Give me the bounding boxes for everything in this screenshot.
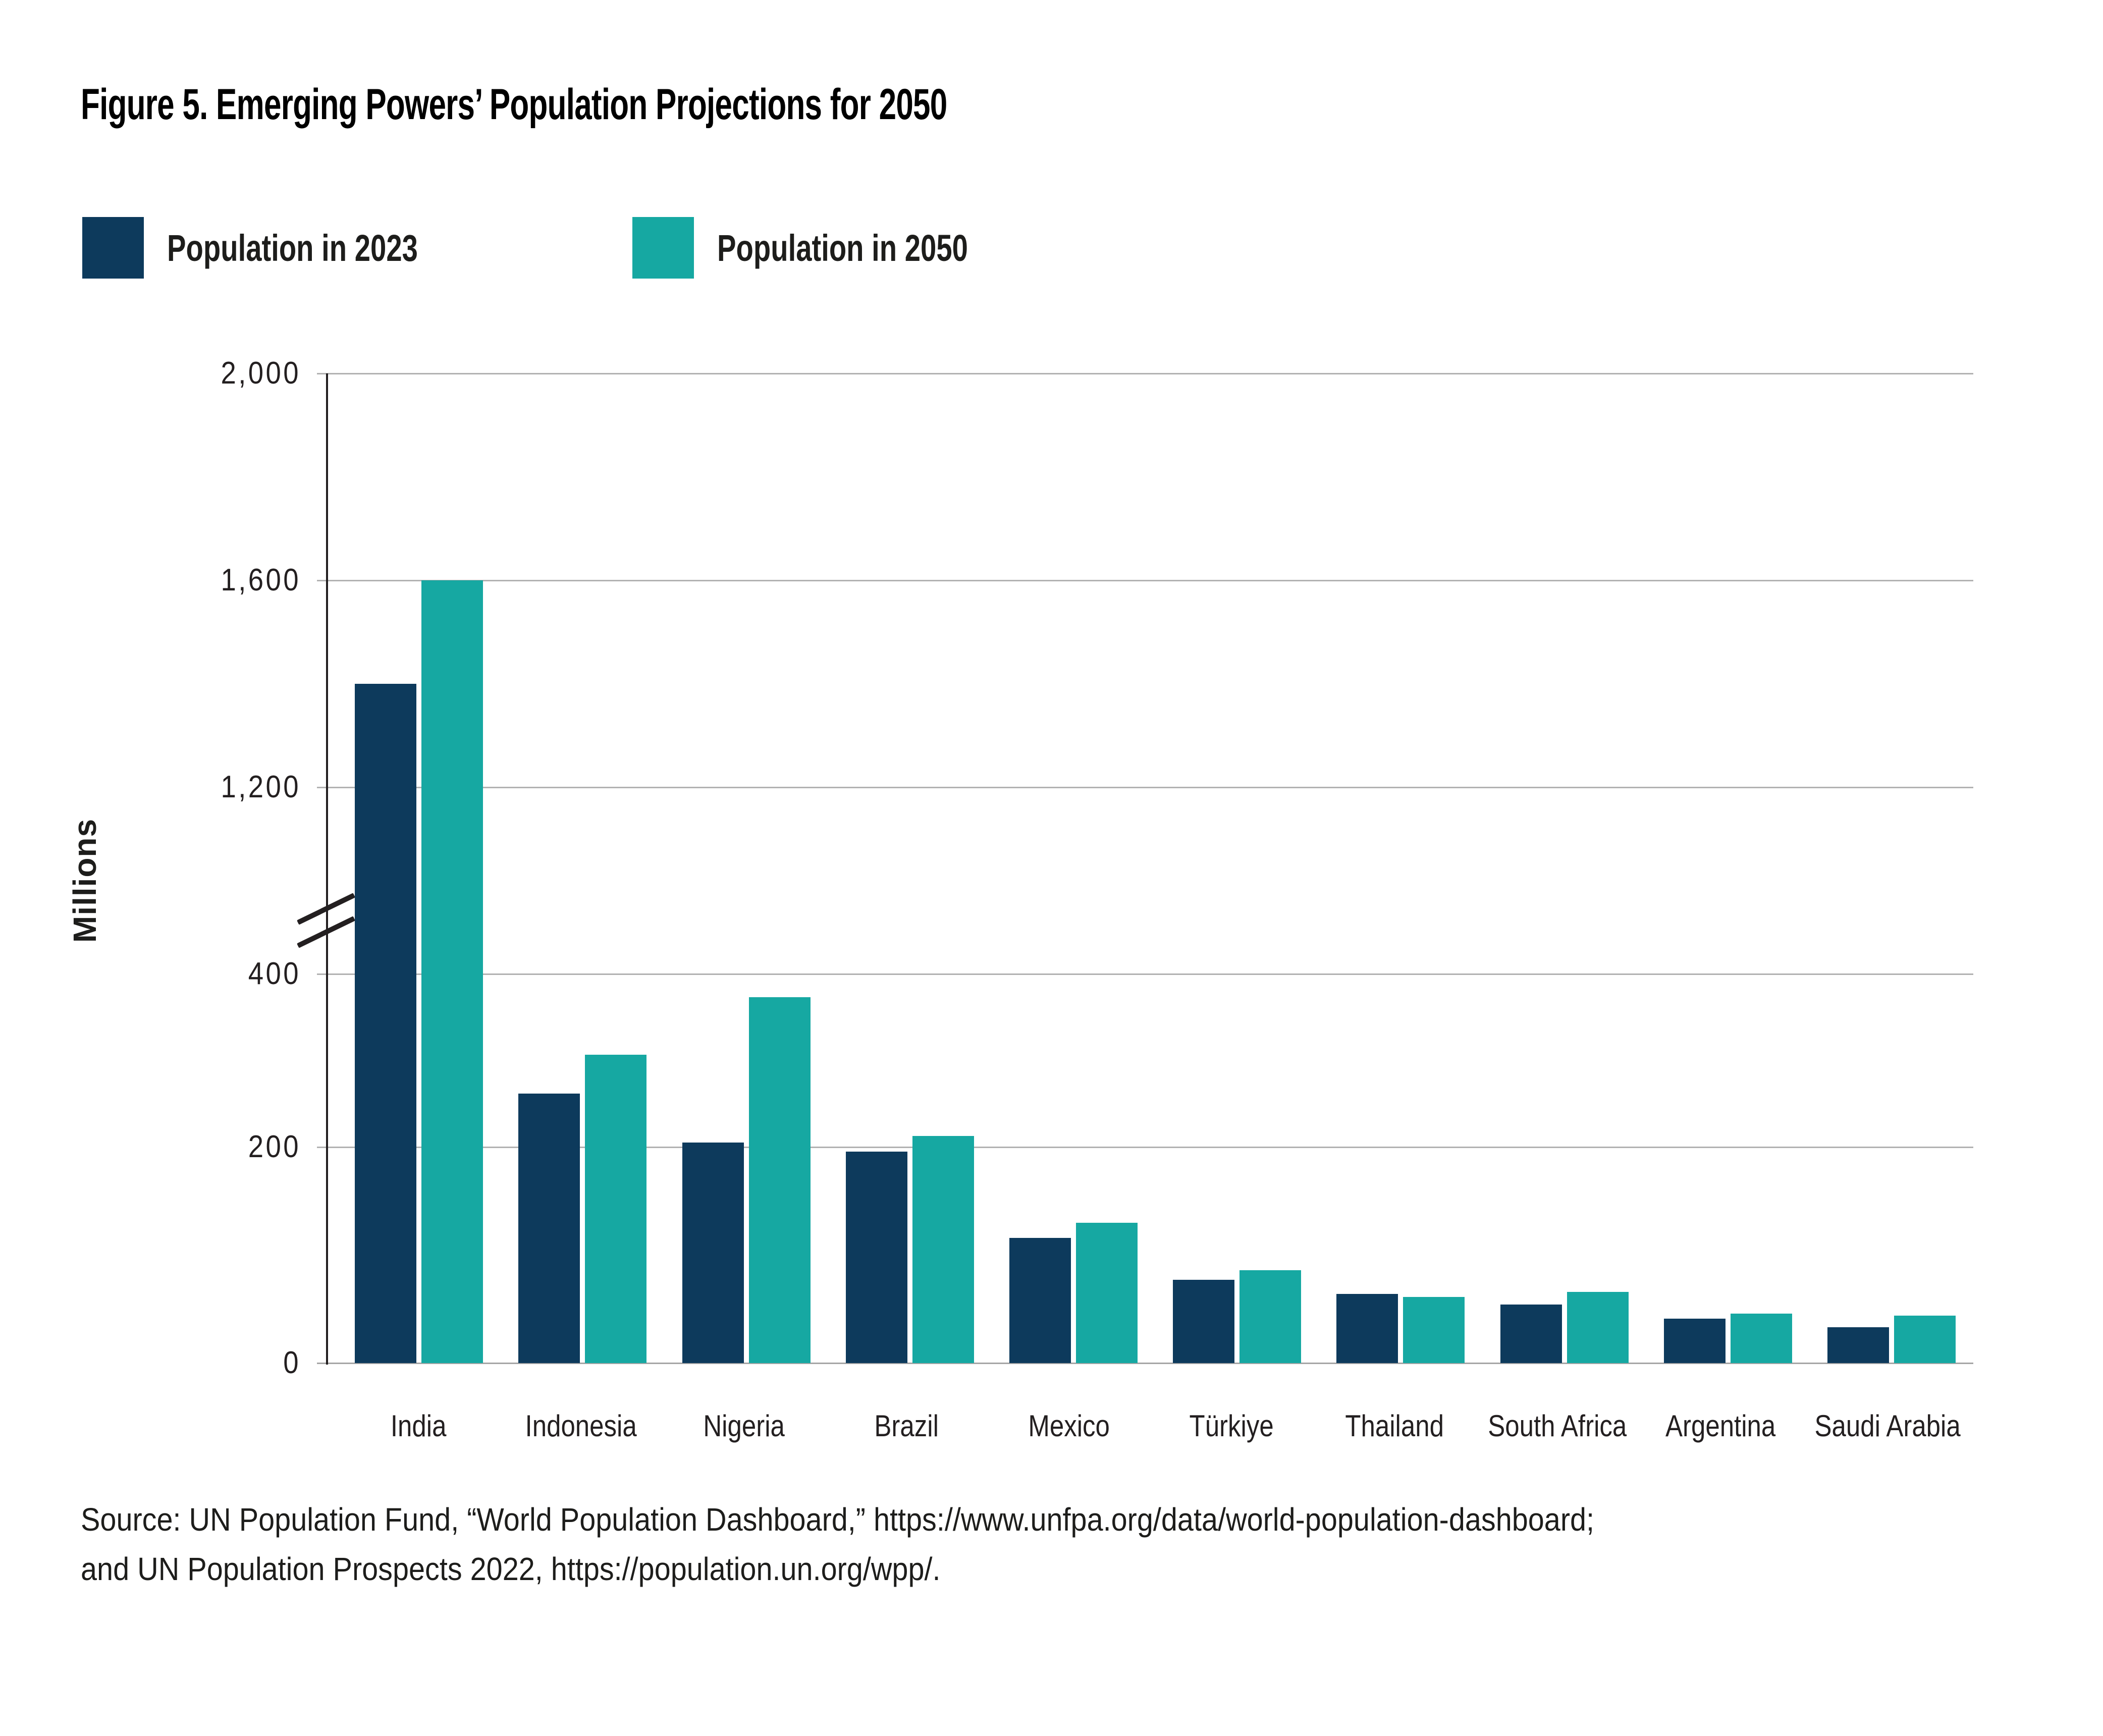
gridline — [317, 787, 1973, 788]
x-axis-label: Indonesia — [525, 1409, 637, 1443]
x-axis-label: India — [390, 1409, 447, 1443]
bar-2050 — [912, 1135, 974, 1363]
bar-2023 — [1663, 1319, 1725, 1363]
source-note-line-2: and UN Population Prospects 2022, https:… — [81, 1551, 941, 1587]
y-tick-label: 2,000 — [221, 356, 301, 391]
bar-2050 — [1894, 1315, 1956, 1363]
x-axis-label: Türkiye — [1189, 1409, 1274, 1443]
x-axis-label: Nigeria — [703, 1409, 785, 1443]
x-axis-baseline — [317, 1363, 1973, 1364]
bar-2023 — [1827, 1327, 1889, 1363]
bar-group — [664, 997, 828, 1363]
bar-group — [501, 1054, 664, 1363]
bar-2023 — [1336, 1294, 1398, 1363]
bar-2023 — [518, 1093, 580, 1363]
bar-2023 — [1009, 1237, 1071, 1363]
bar-2050 — [1730, 1313, 1792, 1363]
bars-row — [327, 373, 1973, 1363]
y-tick-label: 400 — [248, 956, 301, 991]
bar-group — [1155, 1270, 1319, 1363]
bar-2050 — [1075, 1222, 1138, 1363]
gridline — [317, 973, 1973, 975]
bar-2050 — [1403, 1297, 1465, 1363]
gridline — [317, 580, 1973, 581]
legend-swatch — [82, 217, 144, 279]
legend-item: Population in 2023 — [82, 217, 497, 279]
legend-item: Population in 2050 — [632, 217, 1047, 279]
bar-group — [1482, 1291, 1646, 1363]
legend-label: Population in 2050 — [717, 227, 968, 269]
y-axis-title: Millions — [67, 818, 103, 943]
x-axis-label: South Africa — [1488, 1409, 1627, 1443]
figure-title: Figure 5. Emerging Powers’ Population Pr… — [81, 80, 947, 129]
x-axis-label: Saudi Arabia — [1814, 1409, 1961, 1443]
bar-group — [992, 1222, 1155, 1363]
bar-2023 — [1173, 1280, 1235, 1363]
bar-2050 — [585, 1054, 647, 1363]
gridline — [317, 1147, 1973, 1148]
x-axis-label: Thailand — [1345, 1409, 1444, 1443]
bar-group — [337, 580, 501, 1363]
y-tick-label: 1,200 — [221, 770, 301, 804]
source-note-line-1: Source: UN Population Fund, “World Popul… — [81, 1501, 1595, 1538]
x-axis-label: Argentina — [1665, 1409, 1775, 1443]
legend-swatch — [632, 217, 694, 279]
x-axis-label: Brazil — [874, 1409, 939, 1443]
bar-group — [828, 1135, 992, 1363]
y-tick-label: 0 — [283, 1345, 301, 1380]
x-axis-labels: India Indonesia Nigeria Brazil Mexico Türkiye… — [327, 1408, 1973, 1444]
source-note: Source: UN Population Fund, “World Popul… — [81, 1495, 1594, 1594]
bar-2023 — [845, 1151, 907, 1363]
bar-2023 — [682, 1143, 744, 1363]
bar-group — [1810, 1315, 1973, 1363]
y-tick-label: 1,600 — [221, 563, 301, 598]
bar-2050 — [421, 580, 483, 1363]
gridline — [317, 373, 1973, 374]
y-tick-label: 200 — [248, 1129, 301, 1164]
bar-2050 — [1567, 1291, 1629, 1363]
bar-group — [1646, 1313, 1810, 1363]
bar-2050 — [1239, 1270, 1302, 1363]
bar-group — [1319, 1294, 1482, 1363]
legend-label: Population in 2023 — [167, 227, 418, 269]
bar-2050 — [748, 997, 811, 1363]
bar-2023 — [355, 684, 417, 1363]
x-axis-label: Mexico — [1028, 1409, 1110, 1443]
y-axis-line — [326, 373, 328, 1365]
bar-2023 — [1500, 1305, 1562, 1363]
